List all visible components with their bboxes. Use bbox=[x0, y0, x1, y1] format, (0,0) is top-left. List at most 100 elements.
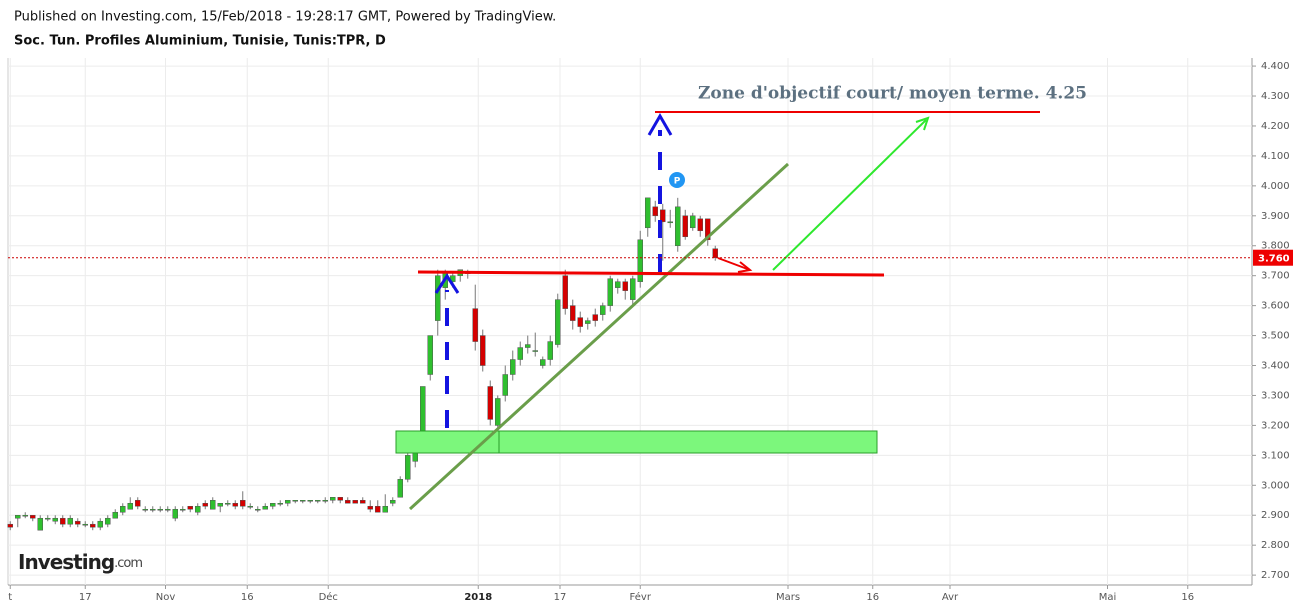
candle-body bbox=[645, 197, 651, 229]
candle-body bbox=[22, 514, 28, 517]
support-zone bbox=[395, 430, 878, 454]
candle-body bbox=[427, 335, 433, 375]
candle-body bbox=[390, 500, 396, 504]
candle-body bbox=[420, 386, 426, 435]
candle-body bbox=[510, 359, 516, 375]
candle-body bbox=[345, 500, 351, 504]
candle-body bbox=[7, 523, 13, 528]
candle-body bbox=[37, 517, 43, 531]
trend-line bbox=[408, 162, 790, 511]
candle-body bbox=[652, 206, 658, 217]
candle-body bbox=[30, 514, 36, 519]
last-price-tag bbox=[1253, 249, 1293, 266]
candle-body bbox=[367, 505, 373, 510]
candle-body bbox=[480, 335, 486, 366]
last-price-label: 3.760 bbox=[1258, 254, 1290, 265]
candle-body bbox=[97, 520, 103, 528]
candle-body bbox=[15, 514, 21, 519]
candle-body bbox=[397, 479, 403, 498]
candle-body bbox=[585, 320, 591, 324]
candle-body bbox=[135, 500, 141, 507]
x-tick-label: Avr bbox=[942, 592, 959, 603]
y-tick-label: 3.300 bbox=[1261, 390, 1290, 401]
y-tick-label: 3.100 bbox=[1261, 450, 1290, 461]
candle-body bbox=[165, 508, 171, 511]
x-tick-label: Déc bbox=[319, 591, 338, 603]
x-tick-label: 17 bbox=[554, 592, 567, 603]
x-tick-label: Nov bbox=[156, 592, 176, 603]
candle-body bbox=[187, 505, 193, 510]
candle-body bbox=[330, 497, 336, 501]
candle-body bbox=[127, 503, 133, 510]
logo-suffix: .com bbox=[114, 556, 142, 571]
x-tick-label: t bbox=[8, 592, 12, 603]
candle-body bbox=[240, 500, 246, 507]
candle-body bbox=[52, 517, 58, 522]
candle-body bbox=[150, 508, 156, 511]
symbol-title: Soc. Tun. Profiles Aluminium, Tunisie, T… bbox=[14, 34, 386, 49]
y-tick-label: 3.200 bbox=[1261, 420, 1290, 431]
y-tick-label: 3.000 bbox=[1261, 480, 1290, 491]
candle-body bbox=[502, 374, 508, 396]
candle-body bbox=[120, 505, 126, 513]
candle-body bbox=[675, 206, 681, 246]
x-tick-label: 16 bbox=[866, 592, 879, 603]
resistance-line bbox=[417, 270, 885, 277]
grid bbox=[8, 58, 1252, 585]
candle-body bbox=[180, 508, 186, 511]
x-tick-label: 2018 bbox=[464, 592, 492, 603]
candle-body bbox=[517, 347, 523, 360]
candle-body bbox=[262, 505, 268, 510]
y-tick-label: 2.900 bbox=[1261, 510, 1290, 521]
candle-body bbox=[277, 503, 283, 505]
x-tick-label: Mars bbox=[776, 592, 800, 603]
target-arrow bbox=[772, 119, 927, 271]
candle-body bbox=[300, 500, 306, 502]
x-tick-label: 16 bbox=[1181, 592, 1194, 603]
pullback-arrow bbox=[717, 257, 751, 271]
y-tick-label: 2.700 bbox=[1261, 570, 1290, 581]
y-tick-label: 3.700 bbox=[1261, 271, 1290, 282]
candle-body bbox=[217, 503, 223, 507]
y-tick-label: 3.600 bbox=[1261, 301, 1290, 312]
candle-body bbox=[690, 215, 696, 229]
drawings: Zone d'objectif court/ moyen terme. 4.25… bbox=[395, 84, 1087, 511]
badge-label: P bbox=[674, 177, 681, 187]
candle-body bbox=[360, 500, 366, 504]
candle-body bbox=[405, 455, 411, 480]
candle-body bbox=[292, 500, 298, 502]
x-tick-label: 17 bbox=[79, 592, 92, 603]
candle-body bbox=[142, 508, 148, 511]
candle-body bbox=[495, 398, 501, 426]
candle-body bbox=[487, 386, 493, 420]
y-tick-label: 3.800 bbox=[1261, 241, 1290, 252]
candle-body bbox=[315, 500, 321, 502]
y-tick-label: 4.300 bbox=[1261, 91, 1290, 102]
candle-body bbox=[67, 517, 73, 525]
candle-body bbox=[247, 505, 253, 508]
arrow-head bbox=[434, 273, 460, 294]
arrow-head bbox=[737, 261, 753, 273]
candle-body bbox=[682, 215, 688, 238]
candle-body bbox=[202, 503, 208, 507]
candle-body bbox=[382, 505, 388, 513]
candle-body bbox=[532, 350, 538, 352]
annotation: Zone d'objectif court/ moyen terme. 4.25 bbox=[698, 84, 1087, 104]
candle-body bbox=[577, 317, 583, 327]
y-tick-label: 4.000 bbox=[1261, 181, 1290, 192]
candle-body bbox=[352, 500, 358, 504]
candle-body bbox=[337, 497, 343, 501]
candle-body bbox=[322, 500, 328, 502]
candle-body bbox=[105, 517, 111, 525]
arrow-head bbox=[647, 113, 673, 136]
x-tick-label: Mai bbox=[1099, 592, 1117, 603]
candle-body bbox=[45, 517, 51, 520]
candle-body bbox=[540, 359, 546, 366]
candle-body bbox=[472, 308, 478, 342]
candle-body bbox=[210, 500, 216, 510]
candle-body bbox=[375, 505, 381, 513]
x-tick-label: 16 bbox=[241, 592, 254, 603]
y-tick-label: 3.500 bbox=[1261, 331, 1290, 342]
y-tick-label: 4.100 bbox=[1261, 151, 1290, 162]
candle-body bbox=[622, 281, 628, 291]
